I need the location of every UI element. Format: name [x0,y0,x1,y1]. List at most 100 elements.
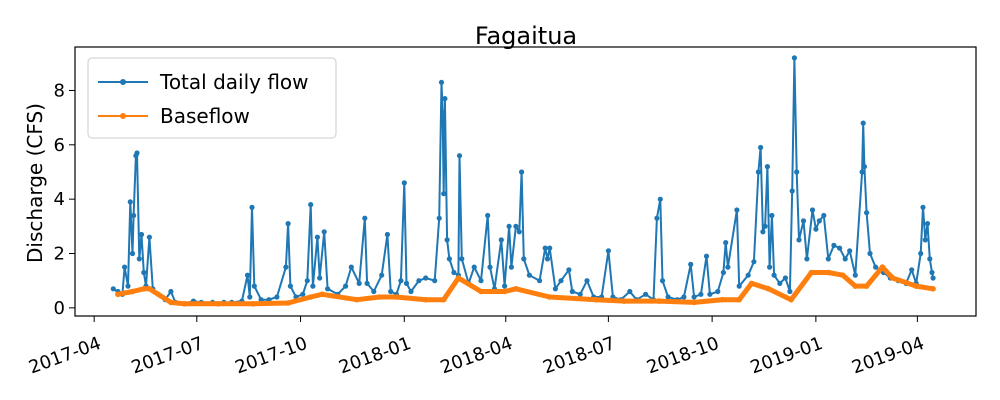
data-point-total [930,275,936,281]
data-point-total [513,223,519,229]
data-point-total [526,272,533,278]
data-point-total [516,229,522,235]
data-point-total [922,237,928,243]
data-point-total [125,283,131,289]
data-point-baseflow [621,298,627,304]
legend-marker-baseflow [120,113,126,119]
data-point-total [643,291,649,297]
data-point-total [432,278,438,284]
data-point-total [379,272,385,278]
data-point-baseflow [913,283,919,289]
data-point-total [929,269,935,276]
data-point-total [837,245,843,251]
data-point-total [864,210,870,216]
data-point-total [566,267,572,273]
data-point-baseflow [285,300,291,306]
data-point-baseflow [852,283,859,289]
data-point-total [498,237,504,243]
data-point-total [487,264,493,270]
data-point-total [927,256,933,262]
data-point-total [317,275,323,281]
data-point-baseflow [788,296,794,303]
data-point-total [659,278,666,284]
data-point-total [558,278,564,284]
data-point-total [909,267,915,273]
data-point-total [310,283,316,289]
data-point-total [764,164,771,170]
data-point-total [456,153,463,159]
data-point-total [584,278,590,284]
data-point-total [325,286,331,292]
data-point-total [745,272,751,278]
data-point-total [364,280,370,286]
data-point-total [438,79,445,85]
data-point-total [755,169,762,175]
data-point-total [442,96,448,102]
data-point-total [471,264,477,270]
series-layer [110,55,936,307]
data-point-baseflow [319,291,325,298]
data-point-total [771,272,777,278]
data-point-total [110,286,116,292]
data-point-total [842,256,848,262]
y-tick-label: 6 [54,135,65,156]
data-point-baseflow [879,264,886,270]
data-point-baseflow [250,301,256,307]
data-point-total [809,207,816,213]
data-point-total [127,199,133,205]
data-point-baseflow [455,275,462,281]
data-point-total [654,215,660,221]
data-point-baseflow [513,286,519,292]
data-point-total [388,288,394,295]
data-point-total [859,169,865,175]
data-point-total [258,297,264,303]
data-point-total [544,256,551,262]
data-point-total [605,248,612,254]
series-line-total [112,56,935,305]
data-point-total [703,253,710,259]
data-point-baseflow [656,298,662,304]
data-point-total [873,264,879,270]
data-point-total [131,212,137,219]
data-point-baseflow [736,296,742,303]
data-point-baseflow [307,294,314,300]
data-point-total [681,294,687,300]
plot-frame [74,46,977,317]
data-point-total [502,283,508,289]
data-point-total [791,55,798,61]
data-point-total [304,278,310,284]
data-point-baseflow [168,299,174,306]
data-point-baseflow [748,280,755,287]
data-point-baseflow [181,301,188,307]
data-point-total [384,231,390,238]
data-point-total [478,278,484,284]
data-point-total [356,280,362,286]
data-point-total [725,264,731,270]
data-point-total [343,283,349,289]
data-point-total [547,245,553,251]
data-point-total [283,264,289,270]
data-point-total [244,272,251,278]
data-point-total [441,191,447,197]
data-point-total [506,223,512,229]
data-point-total [720,269,727,276]
data-point-total [627,288,633,295]
data-point-total [698,291,704,297]
data-point-total [867,250,873,257]
data-point-baseflow [808,269,815,276]
data-point-total [136,256,142,262]
data-point-total [852,272,858,278]
data-point-baseflow [146,286,153,292]
data-point-total [847,248,853,254]
data-point-total [122,264,128,270]
data-point-total [403,280,410,286]
data-point-total [362,215,368,221]
series-baseflow [115,264,936,307]
data-point-baseflow [930,286,936,292]
data-point-total [569,288,575,295]
data-point-total [552,286,559,292]
data-point-total [249,204,255,210]
data-point-total [804,256,810,262]
data-point-total [691,294,697,300]
